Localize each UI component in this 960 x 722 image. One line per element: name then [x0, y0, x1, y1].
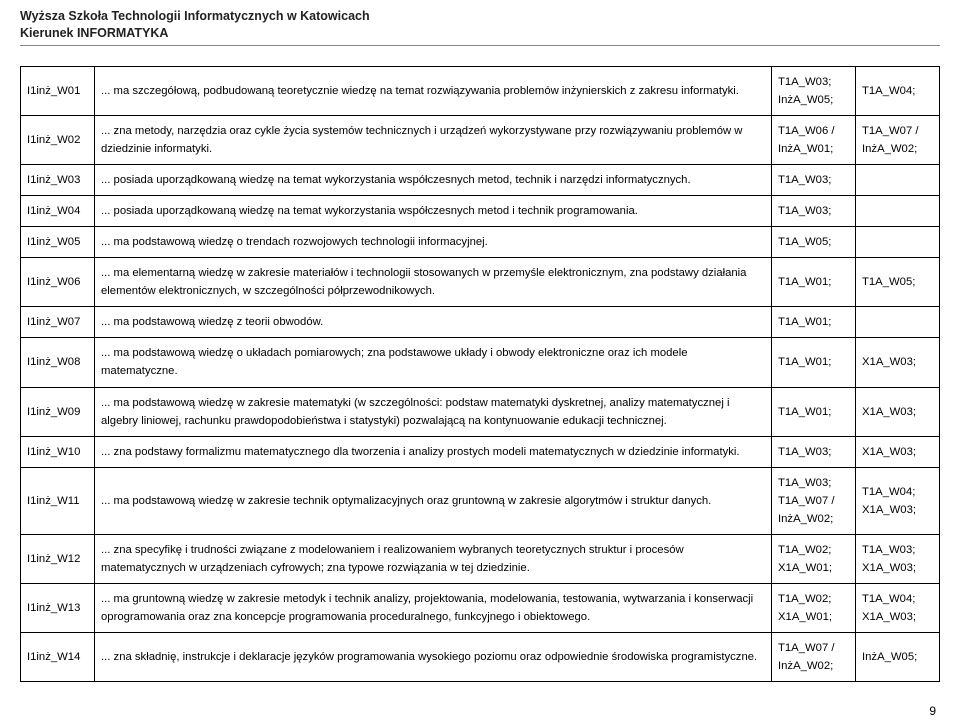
outcome-description: ... ma podstawową wiedzę o układach pomi…	[95, 338, 772, 387]
outcome-description: ... ma podstawową wiedzę w zakresie mate…	[95, 387, 772, 436]
outcome-ref-secondary: T1A_W04; X1A_W03;	[856, 584, 940, 633]
page-number: 9	[929, 704, 936, 718]
outcome-code: I1inż_W12	[21, 534, 95, 583]
table-row: I1inż_W08... ma podstawową wiedzę o ukła…	[21, 338, 940, 387]
table-row: I1inż_W14... zna składnię, instrukcje i …	[21, 633, 940, 682]
outcome-ref-secondary: T1A_W07 / InżA_W02;	[856, 115, 940, 164]
outcome-description: ... posiada uporządkowaną wiedzę na tema…	[95, 196, 772, 227]
outcome-code: I1inż_W11	[21, 467, 95, 534]
table-row: I1inż_W04... posiada uporządkowaną wiedz…	[21, 196, 940, 227]
outcome-description: ... posiada uporządkowaną wiedzę na tema…	[95, 165, 772, 196]
learning-outcomes-table: I1inż_W01... ma szczegółową, podbudowaną…	[20, 66, 940, 683]
outcome-description: ... ma podstawową wiedzę z teorii obwodó…	[95, 307, 772, 338]
outcome-ref-secondary: X1A_W03;	[856, 436, 940, 467]
outcome-ref-secondary	[856, 307, 940, 338]
table-body: I1inż_W01... ma szczegółową, podbudowaną…	[21, 66, 940, 682]
outcome-ref-primary: T1A_W03; InżA_W05;	[772, 66, 856, 115]
table-row: I1inż_W09... ma podstawową wiedzę w zakr…	[21, 387, 940, 436]
outcome-code: I1inż_W02	[21, 115, 95, 164]
outcome-code: I1inż_W13	[21, 584, 95, 633]
outcome-code: I1inż_W07	[21, 307, 95, 338]
outcome-ref-primary: T1A_W03; T1A_W07 / InżA_W02;	[772, 467, 856, 534]
outcome-description: ... ma elementarną wiedzę w zakresie mat…	[95, 258, 772, 307]
outcome-description: ... ma gruntowną wiedzę w zakresie metod…	[95, 584, 772, 633]
outcome-description: ... zna metody, narzędzia oraz cykle życ…	[95, 115, 772, 164]
outcome-ref-primary: T1A_W01;	[772, 307, 856, 338]
outcome-ref-secondary	[856, 165, 940, 196]
outcome-code: I1inż_W10	[21, 436, 95, 467]
outcome-ref-secondary: X1A_W03;	[856, 387, 940, 436]
outcome-ref-primary: T1A_W02; X1A_W01;	[772, 584, 856, 633]
outcome-ref-secondary	[856, 227, 940, 258]
header-line-2: Kierunek INFORMATYKA	[20, 25, 940, 42]
table-row: I1inż_W13... ma gruntowną wiedzę w zakre…	[21, 584, 940, 633]
outcome-ref-secondary: T1A_W03; X1A_W03;	[856, 534, 940, 583]
outcome-ref-primary: T1A_W01;	[772, 387, 856, 436]
outcome-description: ... ma szczegółową, podbudowaną teoretyc…	[95, 66, 772, 115]
outcome-code: I1inż_W05	[21, 227, 95, 258]
outcome-description: ... zna specyfikę i trudności związane z…	[95, 534, 772, 583]
outcome-description: ... ma podstawową wiedzę o trendach rozw…	[95, 227, 772, 258]
outcome-ref-secondary: X1A_W03;	[856, 338, 940, 387]
table-row: I1inż_W11... ma podstawową wiedzę w zakr…	[21, 467, 940, 534]
outcome-ref-primary: T1A_W03;	[772, 165, 856, 196]
outcome-description: ... zna podstawy formalizmu matematyczne…	[95, 436, 772, 467]
outcome-ref-secondary	[856, 196, 940, 227]
outcome-ref-primary: T1A_W01;	[772, 338, 856, 387]
table-row: I1inż_W03... posiada uporządkowaną wiedz…	[21, 165, 940, 196]
page-header: Wyższa Szkoła Technologii Informatycznyc…	[20, 8, 940, 46]
outcome-ref-secondary: T1A_W04; X1A_W03;	[856, 467, 940, 534]
outcome-ref-secondary: T1A_W04;	[856, 66, 940, 115]
outcome-ref-primary: T1A_W06 / InżA_W01;	[772, 115, 856, 164]
header-line-1: Wyższa Szkoła Technologii Informatycznyc…	[20, 8, 940, 25]
table-row: I1inż_W02... zna metody, narzędzia oraz …	[21, 115, 940, 164]
outcome-code: I1inż_W01	[21, 66, 95, 115]
outcome-description: ... zna składnię, instrukcje i deklaracj…	[95, 633, 772, 682]
outcome-code: I1inż_W06	[21, 258, 95, 307]
table-row: I1inż_W06... ma elementarną wiedzę w zak…	[21, 258, 940, 307]
outcome-code: I1inż_W09	[21, 387, 95, 436]
outcome-code: I1inż_W03	[21, 165, 95, 196]
table-row: I1inż_W07... ma podstawową wiedzę z teor…	[21, 307, 940, 338]
outcome-description: ... ma podstawową wiedzę w zakresie tech…	[95, 467, 772, 534]
table-row: I1inż_W12... zna specyfikę i trudności z…	[21, 534, 940, 583]
table-row: I1inż_W10... zna podstawy formalizmu mat…	[21, 436, 940, 467]
outcome-ref-primary: T1A_W03;	[772, 436, 856, 467]
outcome-ref-primary: T1A_W05;	[772, 227, 856, 258]
table-row: I1inż_W01... ma szczegółową, podbudowaną…	[21, 66, 940, 115]
outcome-ref-secondary: InżA_W05;	[856, 633, 940, 682]
outcome-code: I1inż_W04	[21, 196, 95, 227]
outcome-ref-primary: T1A_W01;	[772, 258, 856, 307]
outcome-code: I1inż_W08	[21, 338, 95, 387]
outcome-code: I1inż_W14	[21, 633, 95, 682]
outcome-ref-secondary: T1A_W05;	[856, 258, 940, 307]
outcome-ref-primary: T1A_W07 / InżA_W02;	[772, 633, 856, 682]
outcome-ref-primary: T1A_W02; X1A_W01;	[772, 534, 856, 583]
table-row: I1inż_W05... ma podstawową wiedzę o tren…	[21, 227, 940, 258]
outcome-ref-primary: T1A_W03;	[772, 196, 856, 227]
